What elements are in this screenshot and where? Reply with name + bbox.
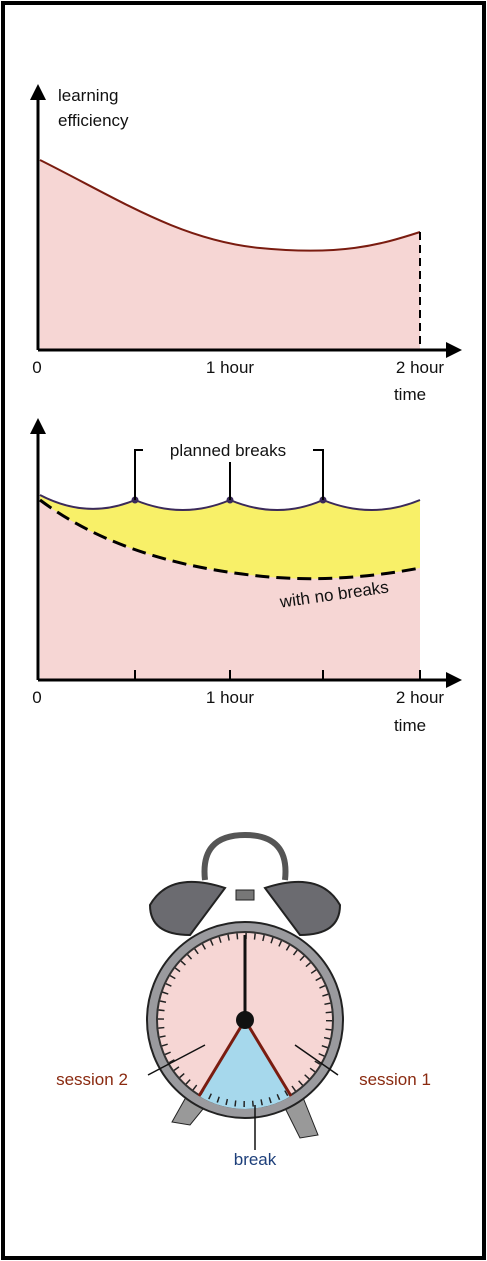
y-label: learning <box>58 86 119 105</box>
page: learning efficiency 0 1 hour 2 hour time… <box>0 0 487 1261</box>
x-tick-label: 2 hour <box>396 688 445 707</box>
y-label: efficiency <box>58 111 129 130</box>
x-tick-label: 0 <box>32 358 41 377</box>
x-tick-label: 1 hour <box>206 358 255 377</box>
label: session 1 <box>359 1070 431 1089</box>
x-label: time <box>394 385 426 404</box>
x-label: time <box>394 716 426 735</box>
x-tick-label: 1 hour <box>206 688 255 707</box>
annotation: planned breaks <box>170 441 286 460</box>
label: break <box>234 1150 277 1169</box>
x-tick-label: 2 hour <box>396 358 445 377</box>
x-tick-label: 0 <box>32 688 41 707</box>
label: session 2 <box>56 1070 128 1089</box>
